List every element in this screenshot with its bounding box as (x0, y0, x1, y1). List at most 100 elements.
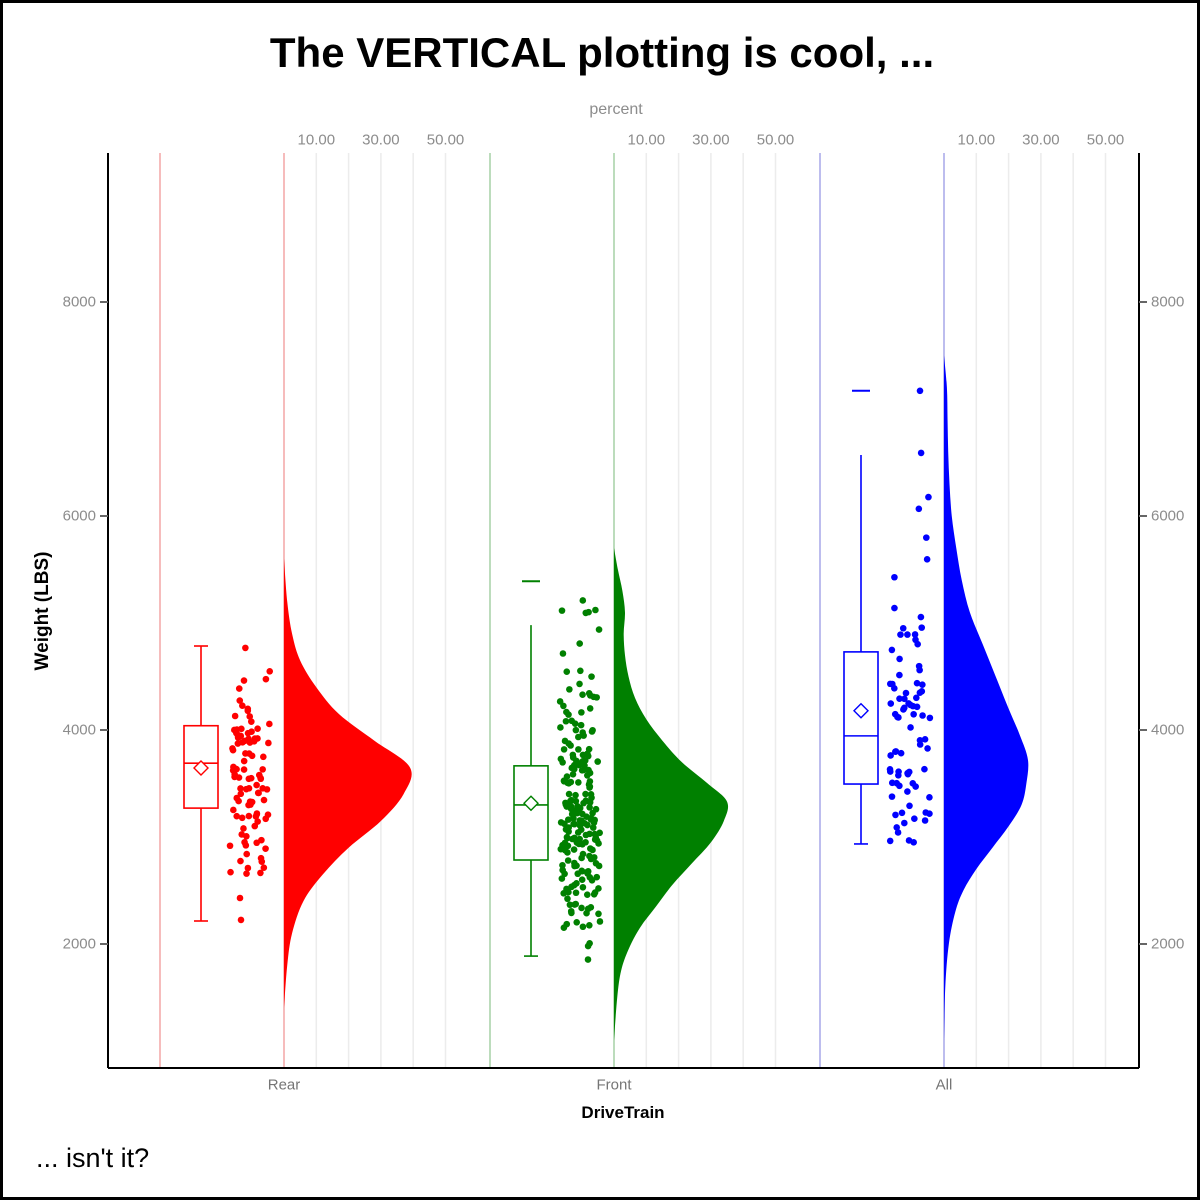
jitter-point (560, 702, 567, 710)
jitter-point (569, 751, 577, 759)
jitter-point (896, 671, 903, 679)
jitter-point (905, 837, 913, 844)
jitter-point (572, 791, 579, 799)
jitter-point (245, 775, 253, 783)
jitter-point (904, 770, 912, 778)
jitter-point (916, 666, 923, 674)
jitter-point (913, 694, 920, 702)
jitter-point (895, 714, 902, 721)
top-axis-tick-label: 50.00 (756, 131, 795, 149)
jitter-point (242, 842, 250, 849)
jitter-point (557, 755, 565, 763)
jitter-point (257, 854, 265, 862)
jitter-point (245, 812, 253, 820)
box-front (513, 765, 549, 861)
jitter-point (578, 854, 585, 862)
jitter-point (260, 796, 268, 804)
half-violin-all (944, 355, 1029, 1041)
jitter-point (254, 725, 261, 733)
jitter-point (893, 779, 900, 787)
jitter-point (886, 837, 894, 845)
jitter-point (926, 714, 934, 722)
jitter-point (560, 746, 568, 753)
jitter-point (248, 718, 255, 725)
jitter-point (579, 923, 587, 931)
jitter-point (246, 798, 254, 805)
jitter-point (579, 691, 586, 699)
jitter-point (921, 765, 928, 773)
jitter-point (887, 752, 894, 759)
jitter-point (248, 728, 255, 735)
jitter-point (901, 695, 908, 703)
y-axis-tick-label-right: 8000 (1151, 293, 1185, 311)
jitter-point (565, 790, 573, 798)
jitter-point (584, 942, 592, 950)
jitter-point (257, 869, 264, 877)
jitter-point (260, 864, 268, 872)
jitter-point (565, 816, 572, 823)
jitter-point (588, 673, 595, 680)
jitter-point (577, 667, 584, 675)
jitter-point (567, 907, 575, 915)
y-axis-tick-label-right: 6000 (1151, 507, 1185, 525)
jitter-point (557, 724, 564, 731)
half-violin-front (614, 548, 729, 1041)
jitter-point (254, 789, 262, 797)
jitter-point (566, 686, 573, 693)
jitter-point (566, 901, 574, 909)
jitter-point (565, 888, 572, 896)
jitter-point (578, 767, 586, 774)
jitter-point (246, 713, 254, 720)
jitter-point (236, 894, 244, 902)
jitter-point (921, 736, 929, 743)
jitter-point (242, 785, 250, 793)
jitter-point (922, 809, 930, 816)
jitter-point (570, 846, 578, 853)
jitter-point (573, 880, 580, 887)
jitter-point (560, 924, 568, 932)
jitter-point (923, 556, 931, 563)
jitter-point (259, 785, 267, 792)
top-axis-tick-label: 50.00 (1086, 131, 1125, 149)
jitter-point (907, 701, 914, 709)
jitter-point (253, 781, 260, 789)
jitter-point (585, 766, 592, 774)
y-axis-tick-label-left: 4000 (62, 721, 96, 739)
jitter-point (923, 534, 930, 541)
jitter-point (591, 836, 599, 843)
jitter-point (904, 631, 911, 638)
jitter-point (585, 781, 593, 788)
jitter-point (245, 735, 252, 743)
jitter-point (567, 778, 575, 786)
jitter-point (576, 640, 583, 647)
jitter-point (578, 709, 585, 716)
jitter-point (916, 741, 924, 748)
jitter-point (237, 785, 244, 792)
jitter-point (574, 802, 581, 810)
y-axis-title: Weight (LBS) (32, 551, 53, 671)
category-label-rear: Rear (267, 1076, 301, 1094)
jitter-point (888, 646, 896, 654)
jitter-point (579, 729, 586, 736)
jitter-point (563, 834, 571, 842)
jitter-point (575, 779, 582, 786)
jitter-point (255, 771, 263, 779)
jitter-point (918, 624, 926, 631)
jitter-point (572, 900, 580, 908)
jitter-point (912, 783, 919, 790)
jitter-point (557, 845, 565, 853)
jitter-point (590, 819, 598, 827)
y-axis-tick-label-left: 6000 (62, 507, 96, 525)
chart-title: The VERTICAL plotting is cool, ... (269, 29, 935, 76)
jitter-point (595, 885, 602, 892)
jitter-point (237, 857, 244, 865)
jitter-point (887, 700, 895, 707)
jitter-point (230, 806, 237, 814)
jitter-point (237, 916, 245, 924)
jitter-point (587, 904, 595, 911)
top-axis-tick-label: 30.00 (362, 131, 400, 149)
jitter-point (236, 697, 244, 704)
jitter-point (899, 624, 907, 632)
jitter-point (891, 573, 898, 581)
x-axis-title: DriveTrain (581, 1103, 665, 1122)
